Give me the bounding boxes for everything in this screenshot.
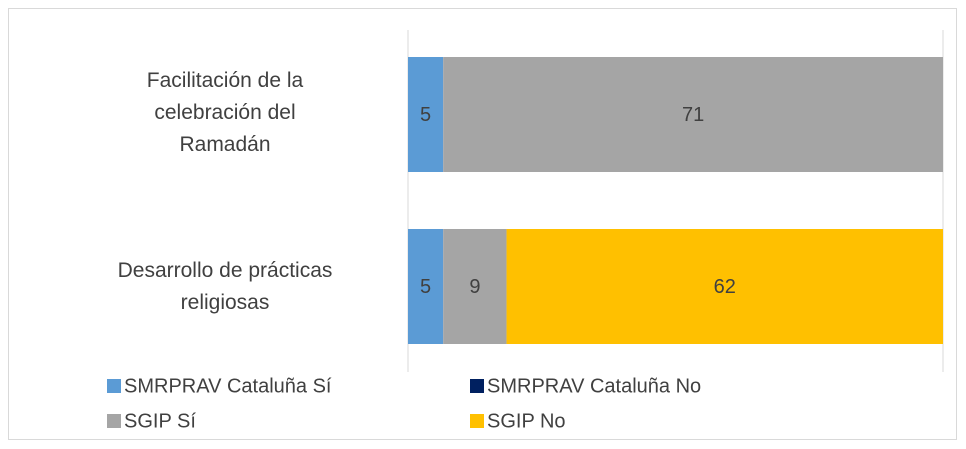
legend-label: SGIP No bbox=[487, 410, 566, 432]
category-label: Desarrollo de prácticas religiosas bbox=[117, 259, 333, 314]
legend-swatch bbox=[107, 379, 121, 393]
data-label: 71 bbox=[682, 104, 704, 126]
bar-segment bbox=[506, 229, 943, 344]
bar-segment bbox=[408, 229, 444, 344]
legend-label: SGIP Sí bbox=[124, 410, 196, 432]
legend-swatch bbox=[107, 414, 121, 428]
category-label: Facilitación de la celebración del Ramad… bbox=[146, 69, 304, 156]
legend-label: SMRPRAV Cataluña Sí bbox=[124, 375, 332, 397]
legend-label: SMRPRAV Cataluña No bbox=[487, 375, 701, 397]
data-label: 5 bbox=[420, 104, 431, 126]
legend-swatch bbox=[470, 379, 484, 393]
data-label: 9 bbox=[469, 276, 480, 298]
chart-frame bbox=[8, 8, 957, 440]
data-label: 62 bbox=[714, 276, 736, 298]
legend-swatch bbox=[470, 414, 484, 428]
bar-segment bbox=[443, 229, 507, 344]
data-label: 5 bbox=[420, 276, 431, 298]
bar-segment bbox=[443, 57, 943, 172]
bar-segment bbox=[408, 57, 444, 172]
